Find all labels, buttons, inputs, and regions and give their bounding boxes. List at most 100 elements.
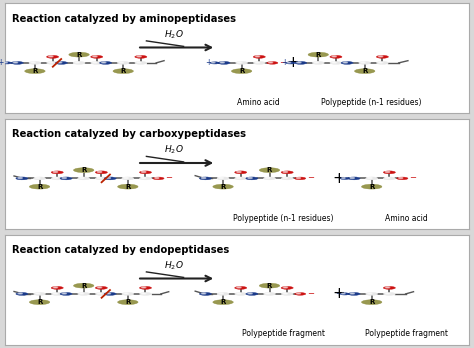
- Text: +: +: [335, 173, 341, 182]
- Circle shape: [73, 168, 94, 173]
- Circle shape: [248, 177, 252, 179]
- Circle shape: [95, 286, 108, 289]
- Circle shape: [51, 292, 63, 295]
- Circle shape: [217, 177, 229, 180]
- Circle shape: [237, 293, 241, 294]
- Text: +: +: [335, 289, 341, 298]
- Text: +: +: [0, 58, 4, 67]
- Circle shape: [383, 286, 395, 289]
- Text: R: R: [267, 283, 272, 288]
- Circle shape: [124, 293, 128, 294]
- Circle shape: [16, 292, 28, 295]
- Circle shape: [118, 184, 138, 189]
- Circle shape: [295, 62, 307, 64]
- Circle shape: [237, 287, 241, 288]
- Circle shape: [113, 69, 133, 73]
- Circle shape: [101, 62, 106, 63]
- Text: R: R: [369, 299, 374, 305]
- Circle shape: [235, 292, 247, 295]
- Circle shape: [220, 62, 224, 63]
- Circle shape: [142, 287, 146, 288]
- Circle shape: [46, 55, 59, 58]
- Circle shape: [200, 177, 211, 180]
- Circle shape: [34, 292, 46, 295]
- Text: H$_2$O: H$_2$O: [164, 28, 184, 40]
- Circle shape: [259, 283, 280, 288]
- Circle shape: [286, 62, 295, 64]
- Text: R: R: [120, 68, 126, 74]
- Circle shape: [153, 177, 164, 180]
- Circle shape: [124, 177, 128, 179]
- Circle shape: [139, 171, 152, 174]
- Circle shape: [385, 293, 390, 294]
- Text: −: −: [165, 173, 173, 182]
- Text: R: R: [220, 184, 226, 190]
- Circle shape: [104, 177, 116, 180]
- Circle shape: [383, 292, 395, 295]
- Circle shape: [378, 56, 383, 57]
- Circle shape: [297, 293, 301, 294]
- Circle shape: [297, 62, 301, 63]
- Circle shape: [53, 177, 57, 179]
- Circle shape: [287, 62, 291, 63]
- Circle shape: [51, 171, 63, 174]
- Circle shape: [308, 52, 328, 57]
- Circle shape: [80, 293, 84, 294]
- Text: R: R: [239, 68, 244, 74]
- Circle shape: [281, 292, 293, 295]
- Text: R: R: [220, 299, 226, 305]
- Circle shape: [264, 177, 275, 180]
- Text: R: R: [32, 68, 37, 74]
- Circle shape: [330, 62, 342, 64]
- Circle shape: [25, 69, 45, 73]
- Circle shape: [11, 62, 23, 64]
- Circle shape: [95, 177, 108, 180]
- Circle shape: [212, 62, 215, 63]
- Text: Polypeptide fragment: Polypeptide fragment: [365, 329, 448, 338]
- Circle shape: [246, 177, 258, 180]
- Circle shape: [355, 69, 375, 73]
- Text: Reaction catalyzed by carboxypeptidases: Reaction catalyzed by carboxypeptidases: [12, 129, 246, 140]
- Circle shape: [62, 177, 66, 179]
- FancyBboxPatch shape: [5, 119, 469, 148]
- Circle shape: [49, 56, 53, 57]
- Circle shape: [340, 293, 349, 295]
- Text: R: R: [267, 167, 272, 173]
- Text: Polypeptide (n-1 residues): Polypeptide (n-1 residues): [233, 214, 334, 222]
- Circle shape: [253, 62, 265, 64]
- Circle shape: [362, 300, 382, 304]
- Circle shape: [368, 293, 372, 294]
- Circle shape: [368, 177, 372, 179]
- Circle shape: [210, 62, 219, 64]
- Circle shape: [236, 62, 248, 64]
- Circle shape: [18, 177, 22, 179]
- Circle shape: [29, 62, 41, 64]
- Circle shape: [53, 293, 57, 294]
- Text: R: R: [316, 52, 321, 58]
- Text: R: R: [81, 283, 86, 288]
- Circle shape: [219, 177, 223, 179]
- Text: R: R: [125, 299, 130, 305]
- Text: −: −: [307, 173, 314, 182]
- Circle shape: [265, 293, 270, 294]
- Circle shape: [62, 293, 66, 294]
- Text: −: −: [307, 289, 314, 298]
- Circle shape: [13, 62, 18, 63]
- Circle shape: [365, 292, 378, 295]
- Circle shape: [264, 292, 275, 295]
- Circle shape: [295, 293, 306, 295]
- Circle shape: [378, 62, 383, 63]
- Circle shape: [106, 293, 110, 294]
- Circle shape: [350, 177, 355, 179]
- Circle shape: [397, 177, 408, 180]
- Circle shape: [137, 62, 141, 63]
- Circle shape: [118, 300, 138, 304]
- Circle shape: [139, 177, 152, 180]
- Circle shape: [213, 184, 233, 189]
- Circle shape: [231, 69, 252, 73]
- Circle shape: [383, 171, 395, 174]
- Circle shape: [93, 62, 97, 63]
- Text: R: R: [37, 184, 42, 190]
- Circle shape: [137, 56, 141, 57]
- Circle shape: [297, 177, 301, 179]
